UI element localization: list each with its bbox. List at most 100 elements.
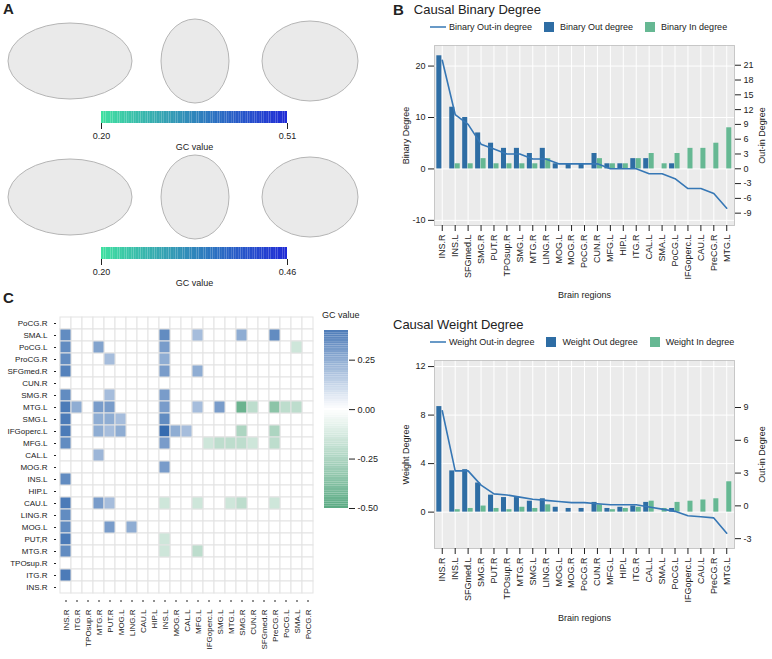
svg-text:MOG.L: MOG.L — [554, 558, 564, 587]
svg-text:SMA.L: SMA.L — [23, 331, 48, 340]
svg-text:MTG.L: MTG.L — [227, 609, 236, 634]
svg-text:MOG.L: MOG.L — [22, 523, 48, 532]
svg-text:MFG.L: MFG.L — [605, 235, 615, 263]
svg-text:TPOsup.R: TPOsup.R — [502, 234, 512, 277]
svg-text:0: 0 — [420, 507, 425, 517]
svg-text:SMG.R: SMG.R — [476, 234, 486, 264]
svg-text:GC value: GC value — [176, 142, 214, 152]
svg-text:PUT.R: PUT.R — [489, 557, 499, 584]
svg-text:MFG.L: MFG.L — [194, 609, 203, 634]
svg-text:SMG.R: SMG.R — [238, 609, 247, 635]
svg-text:CAL.L: CAL.L — [644, 235, 654, 260]
svg-text:3: 3 — [744, 468, 749, 478]
svg-text:CUN.R: CUN.R — [22, 379, 48, 388]
svg-text:PoCG.L: PoCG.L — [19, 343, 48, 352]
svg-text:CAL.L: CAL.L — [25, 451, 48, 460]
svg-text:PoCG.L: PoCG.L — [282, 609, 291, 638]
svg-text:CUN.R: CUN.R — [592, 234, 602, 263]
svg-text:-3: -3 — [744, 178, 752, 188]
svg-text:TPOsup.R: TPOsup.R — [502, 557, 512, 600]
svg-text:ITG.R: ITG.R — [26, 571, 48, 580]
svg-text:12: 12 — [744, 104, 754, 114]
svg-text:4: 4 — [420, 458, 425, 468]
svg-text:ITG.R: ITG.R — [631, 234, 641, 258]
svg-text:INS.L: INS.L — [450, 558, 460, 581]
svg-text:0.51: 0.51 — [279, 131, 297, 141]
svg-text:ITG.R: ITG.R — [73, 609, 82, 631]
svg-text:HIP.L: HIP.L — [618, 235, 628, 256]
svg-text:21: 21 — [744, 60, 754, 70]
svg-text:ITG.R: ITG.R — [631, 557, 641, 581]
svg-text:-0.25: -0.25 — [358, 454, 379, 464]
svg-text:SMA.L: SMA.L — [657, 235, 667, 262]
svg-text:Brain regions: Brain regions — [558, 290, 612, 300]
svg-text:CAU.L: CAU.L — [139, 609, 148, 633]
svg-text:SMG.L: SMG.L — [528, 558, 538, 586]
svg-text:Out-in Degree: Out-in Degree — [757, 107, 767, 164]
svg-text:15: 15 — [744, 90, 754, 100]
svg-text:MTG.R: MTG.R — [528, 234, 538, 263]
svg-text:-6: -6 — [744, 193, 752, 203]
svg-text:INS.L: INS.L — [161, 609, 170, 630]
svg-text:12: 12 — [415, 361, 425, 371]
svg-text:LING.R: LING.R — [541, 234, 551, 265]
svg-text:PreCG.R: PreCG.R — [709, 557, 719, 594]
svg-text:PUT.R: PUT.R — [489, 234, 499, 261]
svg-text:-9: -9 — [744, 208, 752, 218]
svg-text:ProCG.R: ProCG.R — [15, 355, 48, 364]
svg-text:-10: -10 — [412, 215, 425, 225]
svg-text:SMG.L: SMG.L — [23, 415, 48, 424]
svg-text:PoCG.R: PoCG.R — [18, 319, 48, 328]
svg-text:0: 0 — [420, 164, 425, 174]
svg-text:TPOsup.R: TPOsup.R — [84, 609, 93, 647]
svg-text:SFGmed.L: SFGmed.L — [463, 235, 473, 279]
svg-text:MOG.L: MOG.L — [117, 609, 126, 635]
svg-text:MTG.R: MTG.R — [22, 547, 48, 556]
svg-text:20: 20 — [415, 61, 425, 71]
svg-text:IFGoperc.L: IFGoperc.L — [205, 609, 214, 650]
svg-text:SMG.R: SMG.R — [21, 391, 47, 400]
svg-text:9: 9 — [744, 402, 749, 412]
svg-text:CAU.L: CAU.L — [696, 235, 706, 262]
svg-text:-0.50: -0.50 — [358, 503, 379, 513]
svg-text:PreCG.R: PreCG.R — [709, 234, 719, 271]
svg-text:0.46: 0.46 — [279, 267, 297, 277]
svg-text:SMG.R: SMG.R — [476, 557, 486, 587]
svg-text:SMA.L: SMA.L — [657, 558, 667, 585]
svg-text:MFG.L: MFG.L — [605, 558, 615, 586]
svg-text:INS.R: INS.R — [437, 234, 447, 259]
svg-text:PoCG.L: PoCG.L — [670, 235, 680, 267]
svg-text:MOG.R: MOG.R — [566, 234, 576, 265]
svg-text:MOG.R: MOG.R — [20, 463, 47, 472]
svg-text:MTG.R: MTG.R — [95, 609, 104, 635]
svg-text:PUT.R: PUT.R — [106, 609, 115, 632]
svg-text:SFGmed.R: SFGmed.R — [260, 609, 269, 649]
svg-text:MFG.L: MFG.L — [23, 439, 48, 448]
svg-text:0: 0 — [744, 164, 749, 174]
svg-text:0.20: 0.20 — [93, 267, 111, 277]
svg-text:TPOsup.R: TPOsup.R — [10, 559, 48, 568]
svg-text:MTG.L: MTG.L — [722, 235, 732, 263]
svg-text:IFGoperc.L: IFGoperc.L — [7, 427, 48, 436]
svg-text:6: 6 — [744, 435, 749, 445]
svg-text:LING.R: LING.R — [21, 511, 48, 520]
svg-text:MOG.L: MOG.L — [554, 235, 564, 264]
svg-text:IFGoperc.L: IFGoperc.L — [683, 235, 693, 280]
svg-text:MOG.R: MOG.R — [172, 609, 181, 636]
svg-text:0.25: 0.25 — [358, 355, 376, 365]
svg-text:MTG.R: MTG.R — [515, 557, 525, 586]
svg-text:3: 3 — [744, 149, 749, 159]
svg-text:-3: -3 — [744, 534, 752, 544]
svg-text:CUN.R: CUN.R — [249, 609, 258, 635]
svg-text:HIP.L: HIP.L — [150, 609, 159, 629]
svg-text:0: 0 — [744, 501, 749, 511]
svg-text:PoCG.L: PoCG.L — [670, 558, 680, 590]
svg-text:INS.L: INS.L — [27, 475, 48, 484]
svg-text:MOG.R: MOG.R — [566, 557, 576, 588]
svg-text:SMG.L: SMG.L — [515, 235, 525, 263]
svg-text:6: 6 — [744, 134, 749, 144]
svg-text:SMA.L: SMA.L — [293, 609, 302, 634]
svg-text:10: 10 — [415, 112, 425, 122]
svg-text:PoCG.R: PoCG.R — [304, 609, 313, 639]
svg-text:INS.L: INS.L — [450, 235, 460, 258]
